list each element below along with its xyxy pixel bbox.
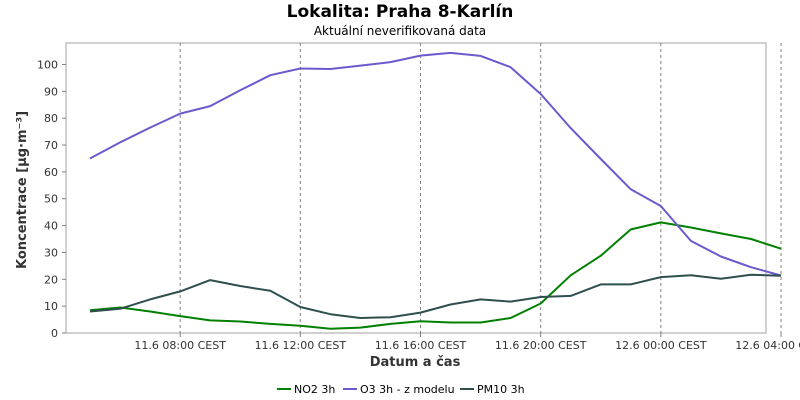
x-tick-label: 11.6 20:00 CEST bbox=[495, 339, 587, 352]
y-tick-label: 100 bbox=[37, 58, 58, 71]
y-tick-label: 70 bbox=[44, 139, 58, 152]
y-tick-label: 20 bbox=[44, 273, 58, 286]
legend: NO2 3h O3 3h - z modelu PM10 3h bbox=[277, 383, 525, 396]
y-tick-label: 0 bbox=[51, 327, 58, 340]
x-tick-label: 11.6 12:00 CEST bbox=[255, 339, 347, 352]
y-tick-label: 40 bbox=[44, 220, 58, 233]
y-tick-label: 80 bbox=[44, 112, 58, 125]
legend-label: O3 3h - z modelu bbox=[360, 383, 455, 396]
grid-lines bbox=[179, 43, 782, 333]
y-axis-label: Koncentrace [µg·m⁻³] bbox=[15, 111, 30, 269]
y-tick-label: 10 bbox=[44, 300, 58, 313]
series-lines bbox=[89, 51, 782, 330]
x-axis-label: Datum a čas bbox=[370, 355, 461, 370]
legend-item: NO2 3h bbox=[277, 383, 335, 396]
x-tick-label: 11.6 08:00 CEST bbox=[134, 339, 226, 352]
y-tick-label: 90 bbox=[44, 85, 58, 98]
series-line-1 bbox=[89, 221, 782, 330]
series-line-3 bbox=[89, 273, 782, 319]
legend-label: NO2 3h bbox=[294, 383, 335, 396]
x-tick-label: 12.6 00:00 CEST bbox=[615, 339, 707, 352]
chart-subtitle: Aktuální neverifikovaná data bbox=[314, 24, 486, 38]
y-tick-label: 30 bbox=[44, 246, 58, 259]
x-tick-label: 12.6 04:00 CEST bbox=[735, 339, 800, 352]
legend-label: PM10 3h bbox=[477, 383, 525, 396]
legend-item: O3 3h - z modelu bbox=[343, 383, 455, 396]
legend-item: PM10 3h bbox=[460, 383, 525, 396]
x-tick-label: 11.6 16:00 CEST bbox=[375, 339, 467, 352]
axes: 11.6 08:00 CEST 11.6 12:00 CEST 11.6 16:00… bbox=[37, 58, 800, 352]
y-tick-label: 50 bbox=[44, 193, 58, 206]
series-line-2 bbox=[89, 51, 782, 277]
y-tick-label: 60 bbox=[44, 166, 58, 179]
plot-area bbox=[65, 42, 767, 334]
chart-title: Lokalita: Praha 8-Karlín bbox=[287, 2, 514, 22]
